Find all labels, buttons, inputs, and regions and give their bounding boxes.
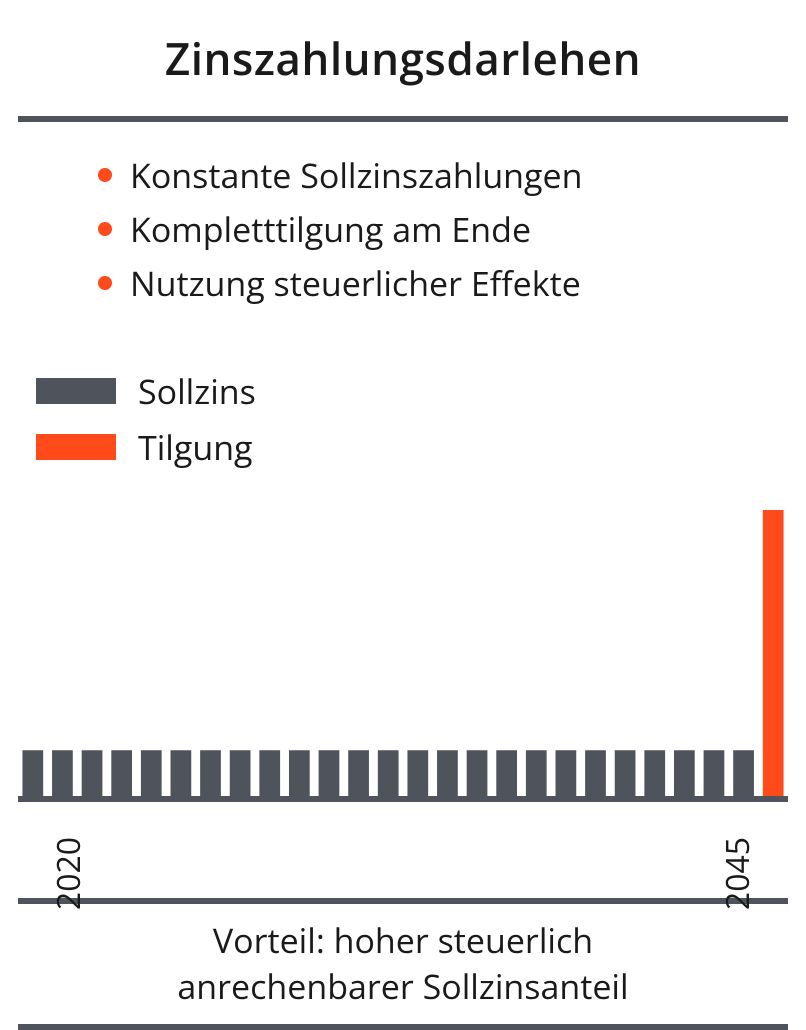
bullet-dot-icon bbox=[98, 222, 112, 236]
bar-chart: 2020 2045 bbox=[18, 510, 788, 898]
bullet-item: Konstante Sollzinszahlungen bbox=[98, 152, 788, 198]
footer-text: Vorteil: hoher steuerlich anrechenbarer … bbox=[18, 904, 788, 1024]
legend-label: Tilgung bbox=[138, 424, 253, 470]
bullet-list: Konstante Sollzinszahlungen Kompletttilg… bbox=[18, 122, 788, 336]
x-axis-start-label: 2020 bbox=[47, 837, 90, 910]
bullet-dot-icon bbox=[98, 168, 112, 182]
bullet-dot-icon bbox=[98, 276, 112, 290]
x-axis-labels: 2020 2045 bbox=[18, 808, 788, 898]
chart-svg bbox=[18, 510, 788, 802]
bullet-text: Konstante Sollzinszahlungen bbox=[130, 152, 582, 198]
legend-swatch-icon bbox=[36, 434, 116, 460]
x-axis-end-label: 2045 bbox=[716, 837, 759, 910]
legend-label: Sollzins bbox=[138, 368, 256, 414]
divider-bottom bbox=[18, 1024, 788, 1030]
legend-item-sollzins: Sollzins bbox=[36, 368, 788, 414]
bullet-item: Nutzung steuerlicher Effekte bbox=[98, 260, 788, 306]
bullet-text: Nutzung steuerlicher Effekte bbox=[130, 260, 581, 306]
page-title: Zinszahlungsdarlehen bbox=[18, 28, 788, 88]
footer-line-2: anrechenbarer Sollzinsanteil bbox=[177, 963, 628, 1009]
chart-legend: Sollzins Tilgung bbox=[18, 336, 788, 490]
legend-item-tilgung: Tilgung bbox=[36, 424, 788, 470]
bullet-text: Kompletttilgung am Ende bbox=[130, 206, 531, 252]
legend-swatch-icon bbox=[36, 378, 116, 404]
footer-line-1: Vorteil: hoher steuerlich bbox=[213, 917, 593, 963]
bullet-item: Kompletttilgung am Ende bbox=[98, 206, 788, 252]
